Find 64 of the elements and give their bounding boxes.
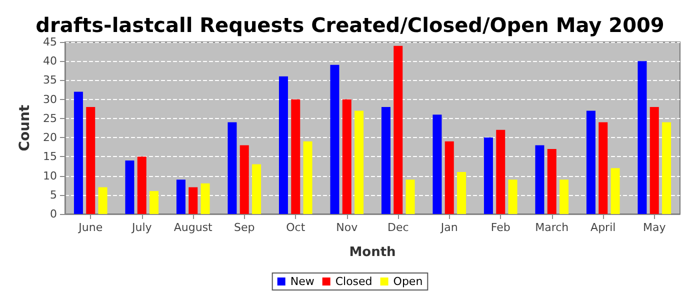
- bar: [496, 130, 506, 214]
- x-tick-label: Feb: [490, 221, 510, 234]
- bar: [188, 187, 198, 214]
- y-axis-title: Count: [17, 104, 34, 152]
- x-tick-label: Jan: [440, 221, 458, 234]
- bar: [125, 160, 134, 214]
- bar: [560, 180, 569, 214]
- y-tick-label: 15: [43, 150, 57, 164]
- legend-label: New: [290, 275, 314, 288]
- bar: [330, 64, 340, 214]
- x-axis-title: Month: [349, 245, 396, 260]
- bar: [638, 61, 647, 214]
- x-tick-label: Oct: [286, 221, 306, 234]
- y-tick-label: 20: [43, 131, 57, 144]
- bar: [86, 106, 96, 214]
- y-tick-label: 45: [43, 36, 57, 48]
- bar: [137, 156, 146, 214]
- bar: [508, 180, 518, 214]
- bar: [535, 145, 544, 214]
- y-tick-label: 0: [50, 208, 57, 220]
- bar: [381, 106, 390, 214]
- bar: [394, 46, 403, 214]
- bar: [150, 191, 159, 214]
- bar: [432, 114, 442, 214]
- bar: [98, 187, 108, 214]
- x-tick-label: July: [130, 221, 152, 234]
- bar: [342, 99, 352, 214]
- bar: [291, 99, 300, 214]
- bar: [303, 141, 312, 214]
- x-tick-label: August: [174, 221, 214, 234]
- bar: [650, 106, 659, 214]
- bar: [278, 76, 288, 214]
- x-tick-label: Sep: [234, 221, 255, 234]
- bar: [586, 110, 596, 214]
- y-tick-label: 25: [43, 112, 57, 125]
- bar: [444, 141, 454, 214]
- x-tick-label: Nov: [336, 221, 358, 234]
- legend-label: Open: [393, 275, 423, 288]
- y-tick-label: 40: [43, 54, 57, 68]
- bar: [240, 145, 249, 214]
- x-tick-label: Dec: [387, 221, 409, 234]
- bar: [200, 183, 210, 214]
- bar: [484, 138, 493, 214]
- bar: [354, 110, 364, 214]
- legend-label: Closed: [335, 275, 372, 288]
- y-tick-label: 30: [43, 92, 57, 106]
- x-tick-label: June: [78, 221, 103, 234]
- y-tick-label: 35: [43, 74, 57, 87]
- bar: [252, 164, 262, 214]
- x-tick-label: April: [590, 221, 616, 234]
- bar: [74, 92, 83, 214]
- bar: [228, 122, 237, 214]
- x-tick-label: March: [535, 221, 569, 234]
- bar: [547, 149, 556, 214]
- bar: [406, 180, 415, 214]
- bar: [457, 172, 466, 214]
- bar: [176, 180, 186, 214]
- bar: [610, 168, 620, 214]
- bar: [598, 122, 608, 214]
- bar: [662, 122, 672, 214]
- y-tick-label: 10: [43, 169, 57, 182]
- y-tick-label: 5: [50, 188, 57, 202]
- x-tick-label: May: [643, 221, 666, 234]
- chart-title: drafts-lastcall Requests Created/Closed/Open May 2009: [36, 13, 664, 37]
